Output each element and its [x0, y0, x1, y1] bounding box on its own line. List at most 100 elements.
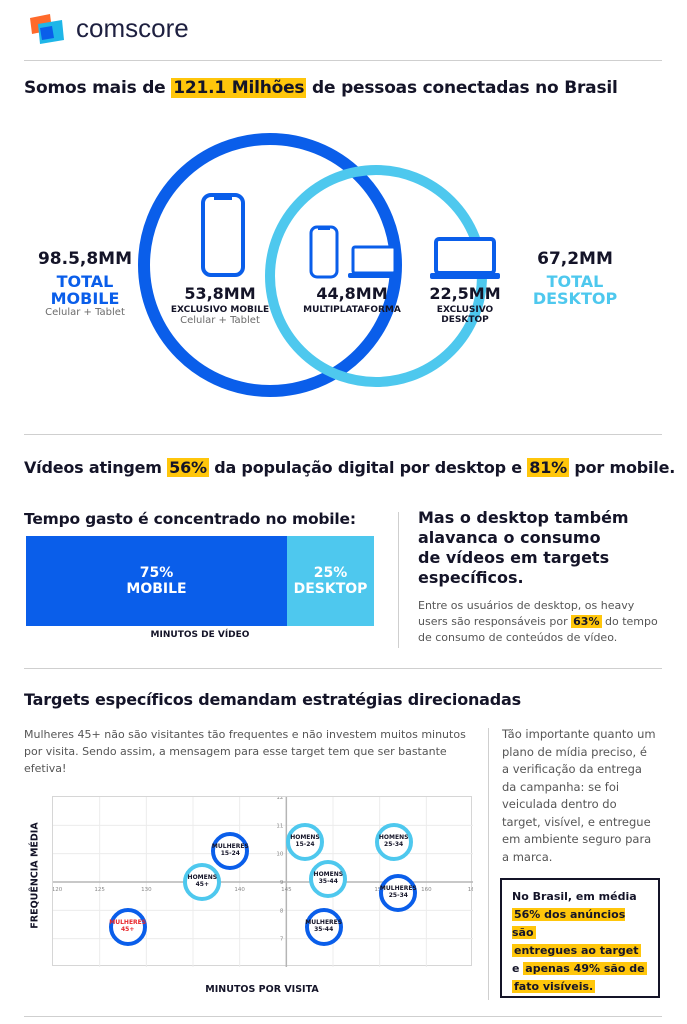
- point-label-line2: 25-34: [388, 892, 408, 900]
- section3-side-text: Tão importante quanto um plano de mídia …: [502, 727, 656, 864]
- callout-line4-pre: e: [512, 962, 524, 975]
- x-tick-label: 130: [141, 887, 152, 893]
- desktop-targets-title-l3: de vídeos em targets: [418, 548, 610, 567]
- scatter-point-label: MULHERES 45+: [109, 920, 146, 934]
- scatter-point-label: HOMENS 25-34: [379, 835, 409, 849]
- scatter-point-label: MULHERES 15-24: [211, 842, 249, 858]
- exclusive-mobile: 53,8MM EXCLUSIVO MOBILE Celular + Tablet: [160, 284, 280, 326]
- scatter-point: MULHERES 35-44: [304, 908, 343, 947]
- scatter-point-label: HOMENS 35-44: [314, 871, 344, 886]
- bar-mobile-label: MOBILE: [126, 581, 187, 597]
- total-mobile-line1: TOTAL: [56, 272, 114, 291]
- y-tick-label: 11: [276, 823, 283, 829]
- scatter-point-label: MULHERES 35-44: [305, 920, 342, 934]
- section2-highlight-desktop: 56%: [167, 458, 209, 477]
- scatter-point-label: HOMENS 15-24: [290, 835, 320, 849]
- section1-title-highlight: 121.1 Milhões: [171, 78, 307, 98]
- point-label-line1: MULHERES: [305, 919, 343, 927]
- exclusive-mobile-sub: Celular + Tablet: [180, 315, 260, 326]
- time-spent-title: Tempo gasto é concentrado no mobile:: [24, 510, 356, 528]
- y-tick-label: 8: [280, 908, 284, 914]
- section3-vertical-divider: [488, 728, 489, 1000]
- scatter-point-label: HOMENS 45+: [188, 874, 218, 889]
- point-label-line2: 15-24: [295, 841, 315, 849]
- callout-line3: entregues ao target: [512, 944, 641, 957]
- point-label-line1: HOMENS: [290, 834, 320, 842]
- bar-desktop-pct: 25%: [313, 565, 348, 581]
- desktop-targets-title-l4: específicos.: [418, 568, 524, 587]
- exclusive-desktop-value: 22,5MM: [429, 284, 501, 303]
- total-desktop-line1: TOTAL: [546, 272, 604, 291]
- desktop-body-post: do tempo de consumo de conteúdos de víde…: [418, 615, 658, 644]
- scatter-point: MULHERES 15-24: [211, 831, 250, 870]
- exclusive-desktop: 22,5MM EXCLUSIVO DESKTOP: [422, 284, 508, 325]
- point-label-line2: 35-44: [314, 926, 334, 934]
- bar-desktop-label: DESKTOP: [293, 581, 368, 597]
- multiplatform: 44,8MM MULTIPLATAFORMA: [292, 284, 412, 315]
- exclusive-mobile-value: 53,8MM: [184, 284, 256, 303]
- total-mobile: 98.5,8MM TOTAL MOBILE Celular + Tablet: [30, 249, 140, 318]
- divider: [24, 60, 662, 61]
- callout-line1: No Brasil, em média: [512, 890, 637, 903]
- divider: [24, 1016, 662, 1017]
- y-tick-label: 12: [276, 797, 283, 801]
- bar-desktop-segment: 25% DESKTOP: [287, 536, 374, 626]
- scatter-point: MULHERES 45+: [108, 908, 147, 947]
- section1-title-post: de pessoas conectadas no Brasil: [306, 78, 618, 98]
- section2-highlight-mobile: 81%: [527, 458, 569, 477]
- multiplatform-label: MULTIPLATAFORMA: [303, 305, 401, 315]
- callout-line5: fato visíveis.: [512, 980, 596, 993]
- bar-mobile-segment: 75% MOBILE: [26, 536, 287, 626]
- point-label-line2: 25-34: [384, 841, 404, 849]
- comscore-flag-icon: [30, 14, 64, 44]
- section2-title-pre: Vídeos atingem: [24, 458, 168, 477]
- laptop-small-icon: [348, 245, 400, 278]
- section3-title: Targets específicos demandam estratégias…: [24, 690, 521, 709]
- total-desktop-line2: DESKTOP: [532, 289, 618, 308]
- chart-xlabel: MINUTOS POR VISITA: [205, 984, 319, 995]
- brand-name: comscore: [76, 13, 189, 43]
- smartphone-small-icon: [309, 225, 339, 279]
- point-label-line2: 35-44: [318, 878, 338, 886]
- x-tick-label: 140: [234, 887, 245, 893]
- y-tick-label: 7: [280, 937, 284, 943]
- bar-mobile-pct: 75%: [139, 565, 174, 581]
- y-tick-label: 9: [280, 880, 284, 886]
- x-tick-label: 120: [53, 887, 63, 893]
- section2-vertical-divider: [398, 512, 399, 648]
- exclusive-mobile-label: EXCLUSIVO MOBILE: [170, 305, 270, 315]
- point-label-line1: MULHERES: [211, 842, 249, 850]
- y-tick-label: 10: [276, 852, 283, 858]
- smartphone-icon: [201, 193, 245, 277]
- desktop-targets-title: Mas o desktop também alavanca o consumo …: [418, 508, 658, 588]
- multiplatform-value: 44,8MM: [316, 284, 388, 303]
- exclusive-desktop-line1: EXCLUSIVO: [436, 305, 494, 315]
- x-tick-label: 165: [468, 887, 473, 893]
- laptop-icon: [430, 237, 500, 279]
- point-label-line1: MULHERES: [379, 885, 417, 893]
- scatter-point: HOMENS 35-44: [309, 860, 348, 899]
- video-minutes-bar: 75% MOBILE 25% DESKTOP: [26, 536, 374, 626]
- divider: [24, 434, 662, 435]
- section2-title-post: por mobile.: [569, 458, 676, 477]
- x-tick-label: 125: [94, 887, 105, 893]
- point-label-line2: 15-24: [220, 849, 240, 857]
- comscore-logo[interactable]: [28, 14, 68, 46]
- scatter-point: HOMENS 25-34: [374, 823, 413, 862]
- scatter-point: MULHERES 25-34: [379, 874, 418, 913]
- desktop-body-pre: Entre os usuários de desktop, os heavy u…: [418, 599, 635, 628]
- section1-title: Somos mais de 121.1 Milhões de pessoas c…: [24, 78, 664, 98]
- scatter-chart: FREQUÊNCIA MÉDIA 12012513013514014515015…: [18, 790, 484, 1000]
- divider: [24, 668, 662, 669]
- callout-line4: apenas 49% são de: [523, 962, 647, 975]
- desktop-targets-title-l1: Mas o desktop também: [418, 508, 629, 527]
- total-desktop-value: 67,2MM: [537, 249, 613, 269]
- total-mobile-sub: Celular + Tablet: [45, 307, 125, 318]
- section2-title: Vídeos atingem 56% da população digital …: [24, 458, 675, 477]
- point-label-line2: 45+: [120, 926, 135, 934]
- section2-title-mid: da população digital por desktop e: [208, 458, 528, 477]
- total-mobile-value: 98.5,8MM: [37, 249, 133, 269]
- callout-line2: 56% dos anúncios são: [512, 908, 626, 939]
- scatter-point: HOMENS 45+: [183, 863, 222, 901]
- scatter-point-label: MULHERES 25-34: [380, 886, 417, 900]
